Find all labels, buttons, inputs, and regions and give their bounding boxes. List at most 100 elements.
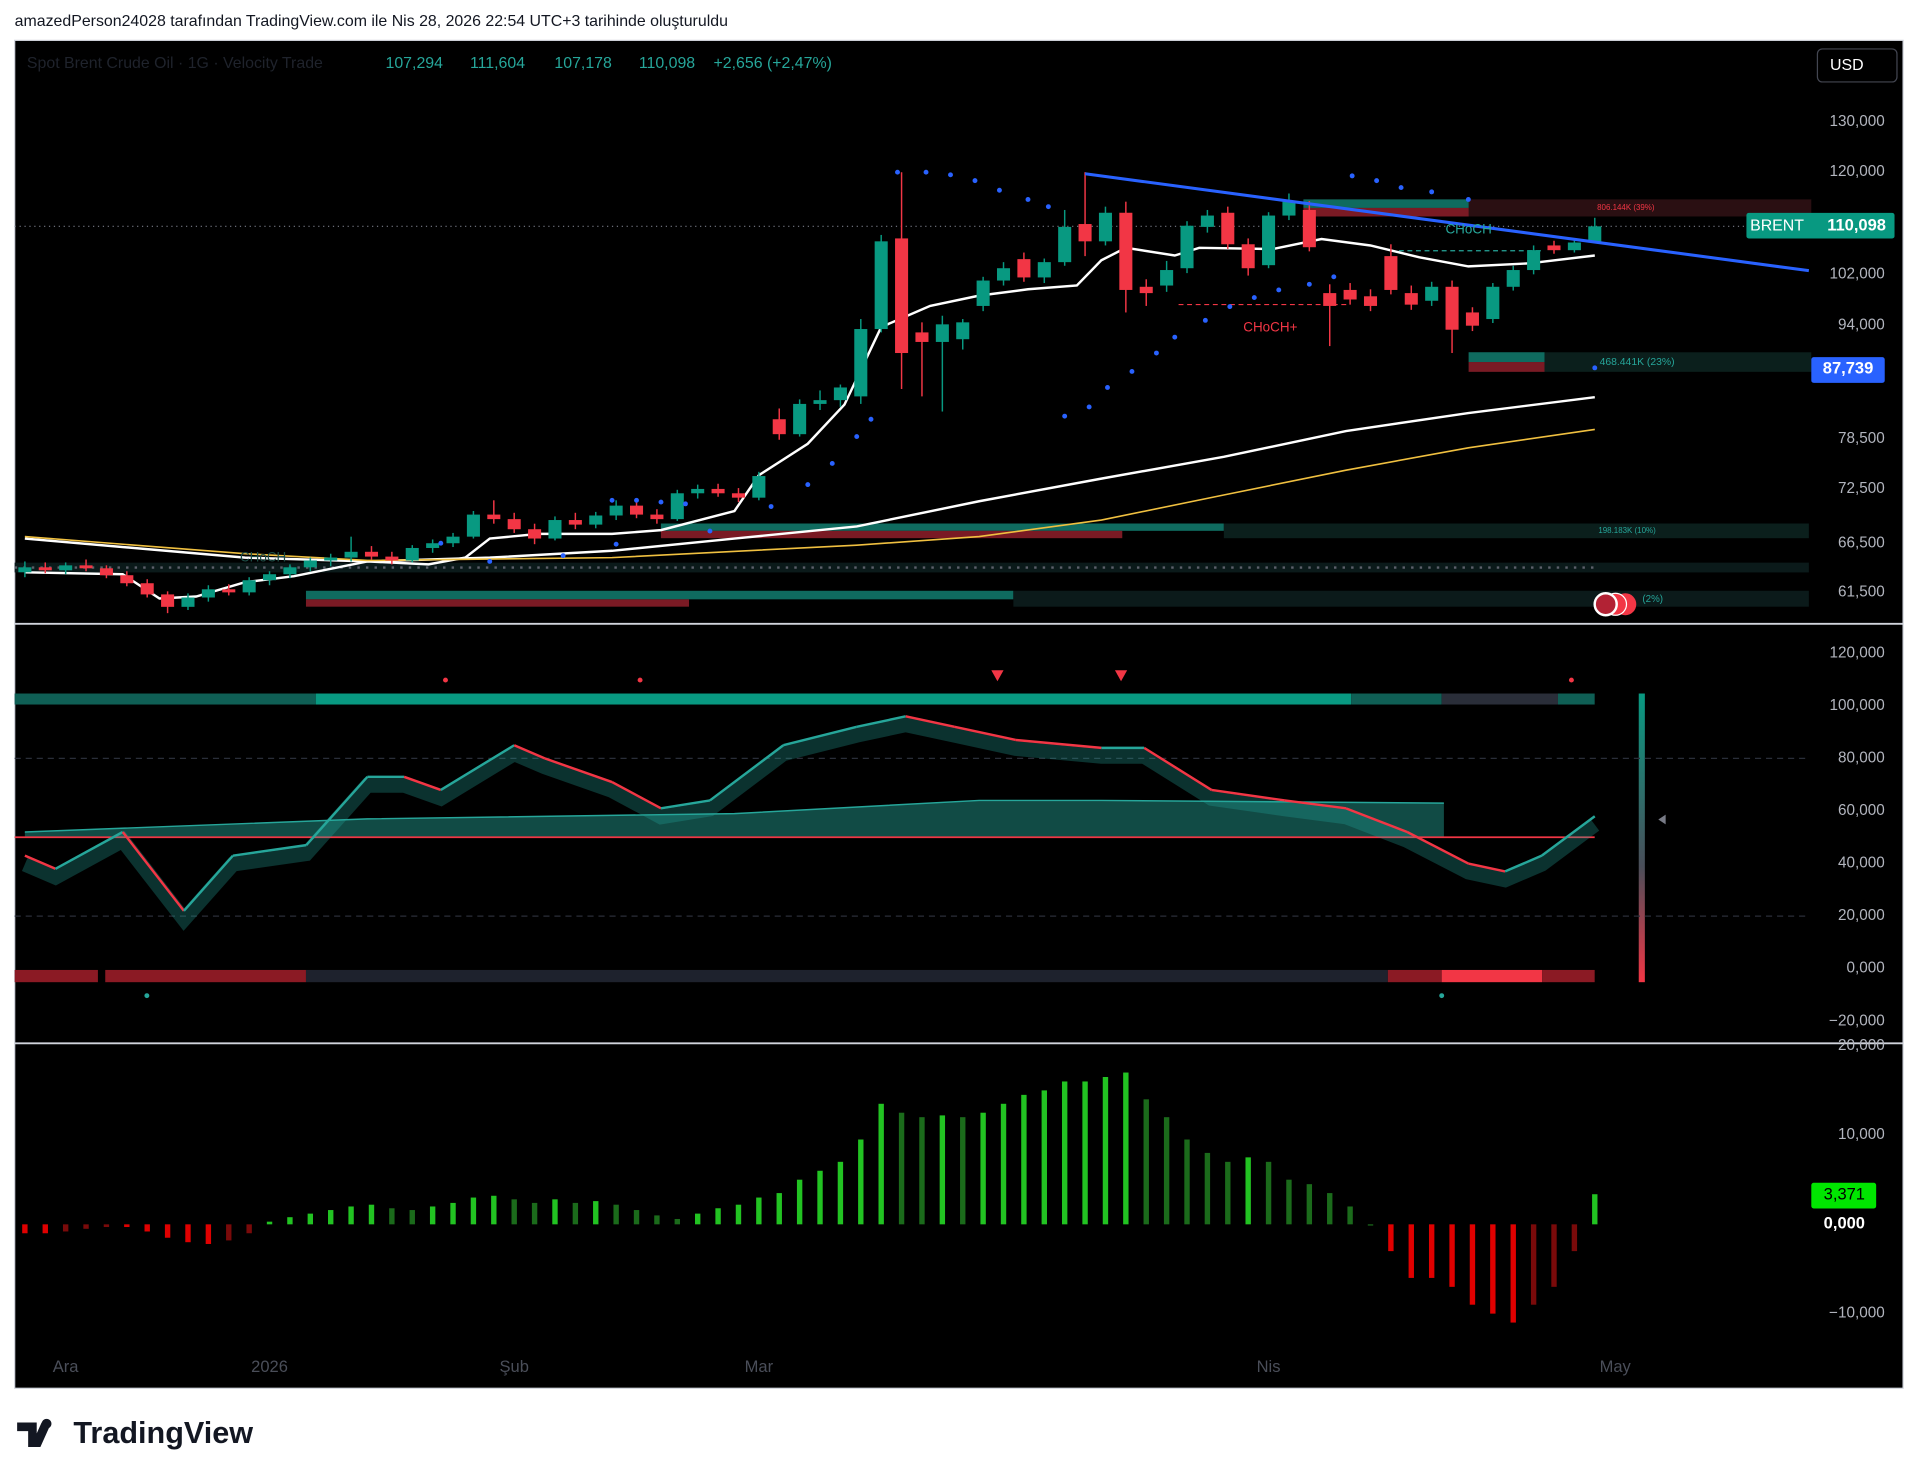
signal-dot — [637, 677, 643, 683]
candle-body — [426, 543, 440, 548]
event-flags — [1593, 592, 1637, 617]
signal-triangle — [1114, 670, 1128, 682]
y-tick-label: −20,000 — [1829, 1012, 1885, 1029]
sar-dot — [1045, 204, 1051, 210]
candle-body — [344, 551, 358, 558]
y-tick-label: 66,500 — [1838, 534, 1885, 551]
currency-button[interactable] — [1816, 48, 1898, 83]
y-tick-label: 94,000 — [1838, 317, 1885, 334]
candle-body — [59, 565, 73, 571]
candle-body — [589, 515, 603, 525]
signal-dot — [443, 677, 448, 683]
histogram-bar — [776, 1193, 782, 1225]
histogram-bar — [1306, 1184, 1313, 1225]
candle-body — [691, 488, 705, 494]
y-tick-label: 102,000 — [1829, 265, 1884, 282]
histogram-bar — [1408, 1224, 1414, 1278]
candle-body — [1160, 270, 1174, 286]
logo-mark — [17, 1418, 52, 1447]
trend-strip — [1387, 969, 1442, 983]
trend-strip — [1441, 693, 1558, 705]
candle-body — [446, 536, 460, 544]
demand-zone-bottom — [1468, 362, 1545, 372]
candle-body — [303, 560, 317, 568]
candle-body — [976, 280, 990, 306]
candle-body — [915, 332, 929, 342]
symbol-price-box — [1746, 212, 1895, 239]
candle-body — [1363, 296, 1378, 306]
sar-dot — [438, 540, 444, 546]
sar-dot — [634, 497, 639, 503]
histogram-bar — [1490, 1224, 1496, 1314]
histogram-bar — [83, 1224, 89, 1229]
brand-logo — [17, 1418, 52, 1447]
histogram-bar — [1163, 1117, 1170, 1225]
oscillator-segment — [305, 775, 369, 846]
sar-dot — [768, 504, 774, 509]
sar-dot — [1227, 304, 1233, 310]
histogram-bar — [552, 1199, 558, 1225]
candle-body — [79, 565, 93, 569]
x-tick-label: Ara — [53, 1358, 80, 1376]
candle-body — [1221, 212, 1235, 245]
histogram-bar — [715, 1208, 721, 1225]
histogram-bar — [266, 1221, 273, 1225]
trend-strip — [105, 969, 306, 983]
sar-dot — [1349, 173, 1355, 179]
histogram-bar — [939, 1115, 946, 1225]
histogram-bar — [1388, 1224, 1394, 1252]
x-tick-label: Nis — [1257, 1358, 1281, 1376]
oscillator-segment — [1406, 830, 1469, 865]
histogram-bar — [226, 1224, 232, 1241]
histogram-bar — [1184, 1139, 1190, 1225]
histogram-bar — [980, 1112, 986, 1225]
histogram-bar — [1061, 1081, 1068, 1225]
oscillator-segment — [954, 725, 1017, 742]
x-tick-label: Şub — [500, 1358, 529, 1376]
sar-dot — [1105, 385, 1110, 390]
histogram-bar — [1143, 1099, 1149, 1225]
legend-open: 107,294 — [386, 55, 444, 72]
candle-body — [1282, 201, 1296, 216]
sar-dot — [805, 482, 811, 488]
histogram-bar — [1021, 1094, 1027, 1225]
candle-body — [1017, 259, 1031, 278]
signal-line — [24, 799, 1444, 833]
histogram-bar — [124, 1224, 130, 1228]
histogram-bar — [1592, 1194, 1598, 1225]
oscillator-segment — [1504, 854, 1543, 873]
sar-dot — [996, 187, 1002, 193]
histogram-bar — [1000, 1103, 1007, 1225]
histogram-bar — [1102, 1077, 1109, 1225]
histogram-bar — [348, 1206, 354, 1225]
sar-dot — [613, 541, 619, 547]
trend-strip — [14, 969, 98, 983]
oscillator-segment — [1541, 815, 1596, 857]
candle-body — [772, 419, 786, 435]
histogram-bar — [1530, 1224, 1537, 1305]
sar-dot — [1086, 404, 1092, 410]
candle-body — [670, 493, 684, 520]
trend-strip — [1557, 693, 1595, 705]
candle-body — [1527, 250, 1541, 271]
currency-label[interactable]: USD — [1830, 57, 1864, 74]
histogram-bar — [1347, 1206, 1353, 1225]
candle-body — [99, 568, 113, 576]
histogram-bar — [389, 1208, 395, 1225]
histogram-bar — [409, 1210, 415, 1225]
trend-strip — [305, 969, 1388, 983]
last-price-label: 110,098 — [1827, 217, 1886, 235]
oscillator-segment — [182, 854, 234, 912]
brand-name: TradingView — [73, 1416, 253, 1450]
candle-body — [1139, 286, 1153, 294]
histogram-bar — [817, 1170, 823, 1225]
candle-body — [1506, 270, 1520, 287]
histogram-bar — [307, 1213, 314, 1225]
sar-dot — [1025, 197, 1031, 202]
candle-body — [222, 589, 236, 593]
candle-body — [813, 400, 827, 404]
histogram-bar — [654, 1215, 660, 1225]
y-tick-label: 10,000 — [1838, 1126, 1885, 1143]
signal-dot — [144, 993, 150, 999]
trend-strip — [1441, 969, 1543, 983]
